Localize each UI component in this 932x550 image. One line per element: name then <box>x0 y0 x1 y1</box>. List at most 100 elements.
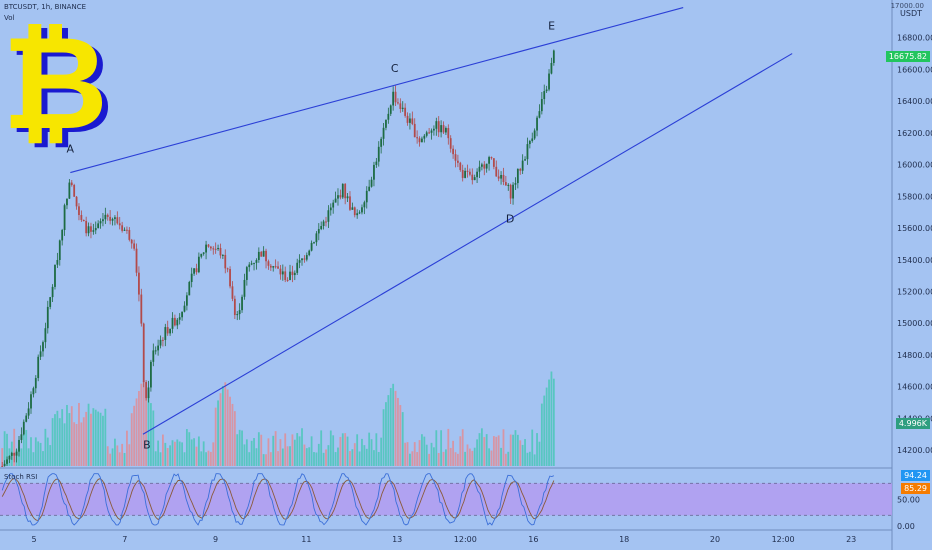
x-tick-label: 12:00 <box>454 535 477 544</box>
top-price-partial: 17000.00 <box>890 2 924 10</box>
volume-bar <box>3 431 6 466</box>
candle-body <box>423 135 426 139</box>
volume-bar <box>181 442 183 466</box>
candle-body <box>327 210 330 222</box>
candle-body <box>269 265 272 268</box>
candle-body <box>358 212 361 214</box>
volume-bar <box>233 411 236 466</box>
candle-body <box>452 148 455 155</box>
volume-bar <box>536 433 538 466</box>
volume-bar <box>279 439 282 466</box>
volume-bar <box>226 389 229 466</box>
y-tick-label: 15800.00 <box>897 192 932 201</box>
wave-label-d: D <box>506 213 514 226</box>
volume-bar <box>90 413 92 466</box>
trendline-lower <box>142 53 793 435</box>
volume-bar <box>301 428 303 466</box>
candle-body <box>37 356 40 379</box>
candle-body <box>135 248 138 273</box>
volume-bar <box>454 452 457 466</box>
candle-body <box>447 128 450 139</box>
volume-bar <box>341 433 344 466</box>
volume-bar <box>154 451 157 466</box>
x-tick-label: 13 <box>392 535 402 544</box>
volume-bar <box>265 454 267 466</box>
candle-body <box>344 183 347 199</box>
candle-body <box>284 271 287 280</box>
candle-body <box>456 160 459 163</box>
volume-bar <box>221 385 224 466</box>
candle-body <box>133 243 136 249</box>
volume-bar <box>404 442 407 466</box>
bitcoin-logo-icon: ₿ <box>2 7 108 159</box>
volume-bar <box>284 433 287 466</box>
stoch-d-line <box>1 478 555 521</box>
volume-bar <box>138 391 140 466</box>
candle-body <box>241 296 243 311</box>
candle-body <box>49 297 52 307</box>
candle-body <box>22 421 25 435</box>
volume-bar <box>488 448 490 466</box>
candle-body <box>260 251 263 257</box>
candle-body <box>207 244 210 247</box>
candle-body <box>142 323 145 383</box>
candle-body <box>197 256 200 273</box>
volume-bar <box>521 444 524 466</box>
candle-body <box>70 182 73 185</box>
volume-bar <box>236 434 239 466</box>
volume-bar <box>545 387 548 466</box>
candle-body <box>68 182 71 199</box>
volume-bar <box>346 436 349 466</box>
x-tick-label: 11 <box>301 535 311 544</box>
volume-bar <box>329 430 332 466</box>
candle-body <box>502 174 505 183</box>
candle-body <box>185 295 188 306</box>
candle-body <box>183 305 186 312</box>
volume-bar <box>310 436 313 466</box>
volume-bar <box>497 435 500 466</box>
candle-body <box>243 279 246 297</box>
candle-body <box>399 103 402 109</box>
volume-bar <box>54 414 56 466</box>
volume-bar <box>61 409 64 466</box>
candle-body <box>63 205 66 230</box>
volume-bar <box>202 441 205 466</box>
candle-body <box>337 195 339 199</box>
volume-bar <box>449 447 452 466</box>
candle-body <box>140 294 143 324</box>
volume-bar <box>212 442 215 466</box>
wave-label-c: C <box>391 62 399 75</box>
volume-bar <box>298 436 301 466</box>
x-tick-label: 5 <box>31 535 36 544</box>
volume-bar <box>145 388 148 466</box>
volume-bar <box>78 402 80 466</box>
volume-bar <box>185 429 188 466</box>
candle-body <box>389 105 392 114</box>
candle-body <box>66 198 68 206</box>
candle-body <box>286 279 289 281</box>
volume-bar <box>73 422 76 466</box>
candle-body <box>209 246 212 249</box>
candle-body <box>440 125 443 133</box>
volume-bar <box>548 379 550 466</box>
volume-bar <box>241 430 243 466</box>
candle-body <box>428 132 431 134</box>
stoch-d-tag: 85.29 <box>901 483 930 494</box>
candle-body <box>495 166 498 177</box>
candle-body <box>322 221 325 227</box>
candle-body <box>351 207 354 210</box>
candle-body <box>392 91 395 106</box>
volume-bar <box>75 424 78 466</box>
volume-bar <box>80 422 83 466</box>
x-tick-label: 9 <box>213 535 218 544</box>
volume-bar <box>94 409 97 466</box>
candle-body <box>169 328 172 334</box>
volume-bar <box>315 452 318 466</box>
candle-body <box>114 217 116 219</box>
candle-body <box>212 248 215 250</box>
volume-bar <box>1 448 4 466</box>
candle-body <box>531 138 534 141</box>
candle-body <box>485 163 488 169</box>
volume-bar <box>32 452 35 466</box>
